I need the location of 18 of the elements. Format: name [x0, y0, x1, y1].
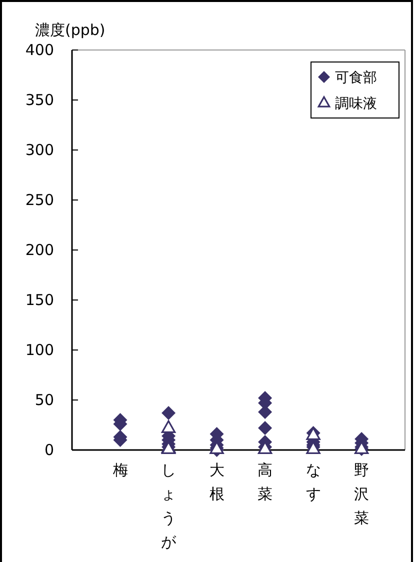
y-tick-label: 250: [25, 191, 54, 209]
legend-label: 調味液: [335, 96, 377, 112]
y-tick-label: 200: [25, 241, 54, 259]
y-tick-label: 100: [25, 341, 54, 359]
y-tick-label: 400: [25, 41, 54, 59]
y-tick-label: 300: [25, 141, 54, 159]
x-tick-label: しょうが: [161, 461, 178, 551]
x-tick-label: なす: [306, 461, 321, 503]
y-axis-title: 濃度(ppb): [35, 21, 106, 39]
x-tick-label: 野沢菜: [354, 461, 370, 527]
y-tick-label: 150: [25, 291, 54, 309]
x-tick-label: 大根: [209, 461, 224, 503]
y-tick-label: 50: [34, 391, 54, 409]
legend-label: 可食部: [335, 70, 377, 86]
x-tick-label: 高菜: [258, 461, 273, 503]
x-tick-label: 梅: [112, 461, 128, 479]
y-tick-label: 350: [25, 91, 54, 109]
y-tick-label: 0: [44, 441, 54, 459]
